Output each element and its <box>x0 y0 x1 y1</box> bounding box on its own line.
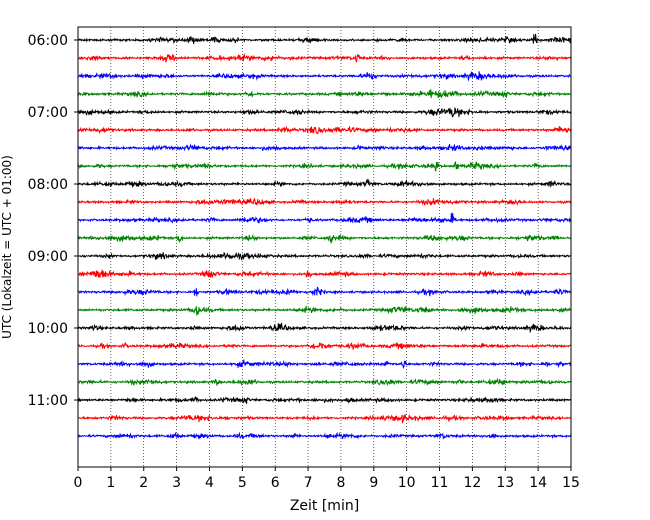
trace-line <box>77 107 572 118</box>
x-tick-label: 2 <box>139 475 148 491</box>
x-tick-label: 5 <box>238 475 247 491</box>
trace-line <box>77 396 572 404</box>
y-tick-label: 11:00 <box>28 393 68 409</box>
x-tick-label: 7 <box>304 475 313 491</box>
trace-line <box>77 377 572 387</box>
trace-line <box>77 33 572 45</box>
x-tick-label: 4 <box>205 475 214 491</box>
trace-line <box>77 125 572 135</box>
trace-line <box>77 52 572 63</box>
x-tick-label: 11 <box>431 475 449 491</box>
trace-line <box>77 269 572 279</box>
trace-line <box>77 161 572 172</box>
trace-line <box>77 233 572 244</box>
x-tick-label: 9 <box>369 475 378 491</box>
y-axis-title: UTC (Lokalzeit = UTC + 01:00) <box>0 155 14 339</box>
trace-line <box>77 359 572 369</box>
trace-line <box>77 71 572 82</box>
x-tick-label: 3 <box>172 475 181 491</box>
x-tick-label: 0 <box>74 475 83 491</box>
trace-line <box>77 143 572 152</box>
y-tick-label: 07:00 <box>28 105 68 121</box>
trace-line <box>77 304 572 316</box>
plot-frame <box>77 26 572 468</box>
x-tick-label: 15 <box>562 475 580 491</box>
seismic-traces <box>77 33 572 440</box>
x-tick-label: 12 <box>463 475 481 491</box>
trace-line <box>77 197 572 206</box>
trace-line <box>77 342 572 350</box>
trace-line <box>77 431 572 440</box>
trace-line <box>77 212 572 224</box>
y-tick-label: 08:00 <box>28 177 68 193</box>
x-tick-label: 13 <box>496 475 514 491</box>
x-tick-label: 14 <box>529 475 547 491</box>
axis-ticks: 0 1 2 3 4 5 6 7 8 9 10 11 12 13 14 1506:0007:0008:0009:… <box>28 33 580 491</box>
x-tick-label: 8 <box>336 475 345 491</box>
y-tick-label: 10:00 <box>28 321 68 337</box>
trace-line <box>77 178 572 189</box>
x-tick-label: 10 <box>398 475 416 491</box>
x-axis-title: Zeit [min] <box>290 498 359 514</box>
x-tick-label: 6 <box>271 475 280 491</box>
trace-line <box>77 413 572 424</box>
trace-line <box>77 322 572 334</box>
x-tick-label: 1 <box>106 475 115 491</box>
trace-line <box>77 286 572 297</box>
y-tick-label: 06:00 <box>28 33 68 49</box>
trace-line <box>77 251 572 261</box>
y-tick-label: 09:00 <box>28 249 68 265</box>
trace-line <box>77 89 572 99</box>
